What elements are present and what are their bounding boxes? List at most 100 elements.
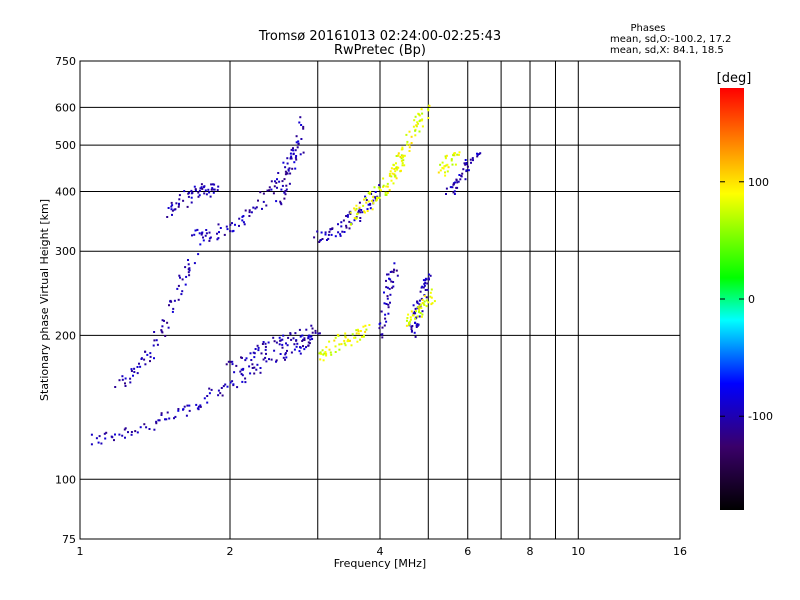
data-point — [261, 207, 263, 210]
data-point — [380, 310, 383, 313]
data-point — [298, 328, 301, 331]
data-point — [208, 392, 211, 395]
data-point — [383, 291, 385, 294]
data-point — [406, 317, 409, 319]
data-point — [129, 377, 132, 380]
data-point — [363, 210, 366, 213]
legend-line-x: mean, sd,X: 84.1, 18.5 — [610, 45, 724, 56]
data-point — [259, 371, 262, 374]
data-point — [429, 291, 432, 294]
y-tick-label: 600 — [55, 101, 76, 114]
data-point — [190, 196, 193, 199]
data-point — [349, 211, 352, 214]
data-point — [359, 220, 362, 222]
data-point — [380, 189, 382, 192]
data-point — [165, 418, 168, 421]
data-point — [136, 431, 139, 434]
data-point — [293, 348, 296, 351]
data-point — [105, 431, 108, 434]
data-point — [203, 185, 206, 188]
data-point — [408, 320, 411, 323]
data-point — [345, 215, 348, 217]
data-point — [385, 320, 388, 323]
data-point — [381, 336, 384, 339]
colorbar-label: [deg] — [717, 71, 752, 86]
data-point — [265, 204, 268, 207]
data-point — [355, 204, 358, 207]
data-point — [381, 326, 384, 329]
data-point — [348, 220, 351, 223]
data-point — [319, 358, 322, 361]
data-point — [160, 412, 163, 415]
data-point — [224, 383, 227, 386]
data-point — [464, 178, 467, 181]
data-point — [303, 339, 306, 341]
data-point — [424, 277, 427, 280]
data-point — [250, 359, 253, 361]
data-point — [340, 225, 343, 228]
data-point — [463, 162, 466, 165]
data-point — [241, 380, 244, 383]
y-tick-label: 75 — [62, 533, 76, 546]
data-point — [392, 281, 395, 283]
data-point — [171, 209, 174, 212]
data-point — [453, 154, 456, 157]
data-point — [197, 253, 200, 256]
data-point — [167, 207, 170, 209]
data-point — [395, 162, 397, 165]
data-point — [264, 342, 267, 345]
data-point — [253, 356, 256, 359]
data-point — [403, 164, 406, 167]
data-point — [422, 279, 425, 282]
data-point — [217, 237, 220, 240]
data-point — [272, 336, 275, 339]
data-point — [359, 217, 362, 219]
colorbar-tick-label: 0 — [748, 293, 755, 306]
data-point — [292, 147, 294, 150]
data-point — [144, 350, 147, 353]
data-point — [345, 224, 348, 227]
data-point — [172, 307, 175, 310]
data-point — [124, 427, 127, 430]
data-point — [221, 394, 224, 397]
data-point — [132, 374, 134, 377]
data-point — [270, 188, 273, 191]
data-point — [356, 340, 359, 343]
data-point — [392, 285, 395, 288]
data-point — [289, 332, 292, 335]
data-point — [385, 286, 388, 289]
data-point — [121, 375, 124, 378]
data-point — [385, 279, 387, 282]
data-point — [476, 153, 479, 156]
data-point — [410, 326, 413, 328]
data-point — [114, 386, 117, 388]
data-point — [418, 315, 421, 318]
data-point — [291, 167, 294, 170]
data-point — [255, 206, 258, 209]
data-point — [143, 423, 146, 426]
data-point — [418, 299, 421, 302]
data-point — [439, 169, 442, 172]
data-point — [364, 197, 367, 200]
data-point — [324, 233, 327, 236]
data-point — [394, 174, 397, 177]
data-point — [248, 209, 251, 212]
data-point — [123, 428, 126, 431]
data-point — [281, 346, 284, 349]
data-points — [90, 104, 482, 446]
data-point — [392, 164, 395, 167]
data-point — [254, 207, 257, 210]
data-point — [418, 304, 421, 307]
data-point — [251, 367, 254, 369]
data-point — [408, 150, 411, 152]
data-point — [346, 214, 349, 217]
data-point — [146, 353, 149, 356]
data-point — [337, 223, 339, 226]
data-point — [193, 262, 196, 265]
data-point — [465, 169, 468, 172]
data-point — [170, 208, 173, 211]
data-point — [139, 365, 142, 368]
data-point — [356, 212, 359, 215]
data-point — [360, 335, 363, 338]
